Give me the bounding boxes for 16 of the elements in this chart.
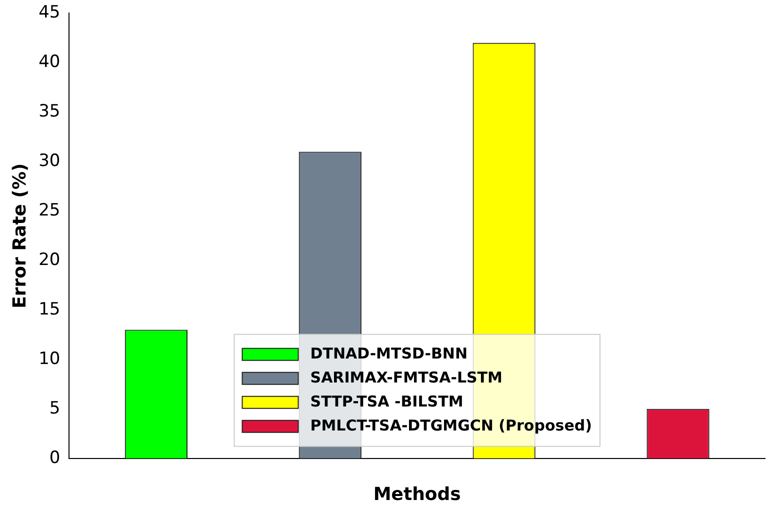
legend-label: STTP-TSA -BILSTM <box>310 392 464 410</box>
y-tick-label: 30 <box>38 151 60 172</box>
y-tick-label: 15 <box>38 299 60 320</box>
y-tick-label: 35 <box>38 102 60 122</box>
y-axis-title: Error Rate (%) <box>9 163 30 308</box>
legend-label: SARIMAX-FMTSA-LSTM <box>310 368 502 386</box>
legend-label: DTNAD-MTSD-BNN <box>310 344 468 362</box>
x-axis-title: Methods <box>373 484 461 505</box>
y-tick-label: 20 <box>38 250 60 270</box>
y-tick-label: 45 <box>38 2 60 23</box>
y-tick-label: 10 <box>38 348 60 369</box>
y-tick-label: 25 <box>38 200 60 220</box>
y-tick-label: 0 <box>49 448 60 468</box>
y-tick-label: 40 <box>38 52 60 72</box>
y-tick-label: 5 <box>49 398 60 418</box>
legend-label: PMLCT-TSA-DTGMGCN (Proposed) <box>310 416 592 434</box>
